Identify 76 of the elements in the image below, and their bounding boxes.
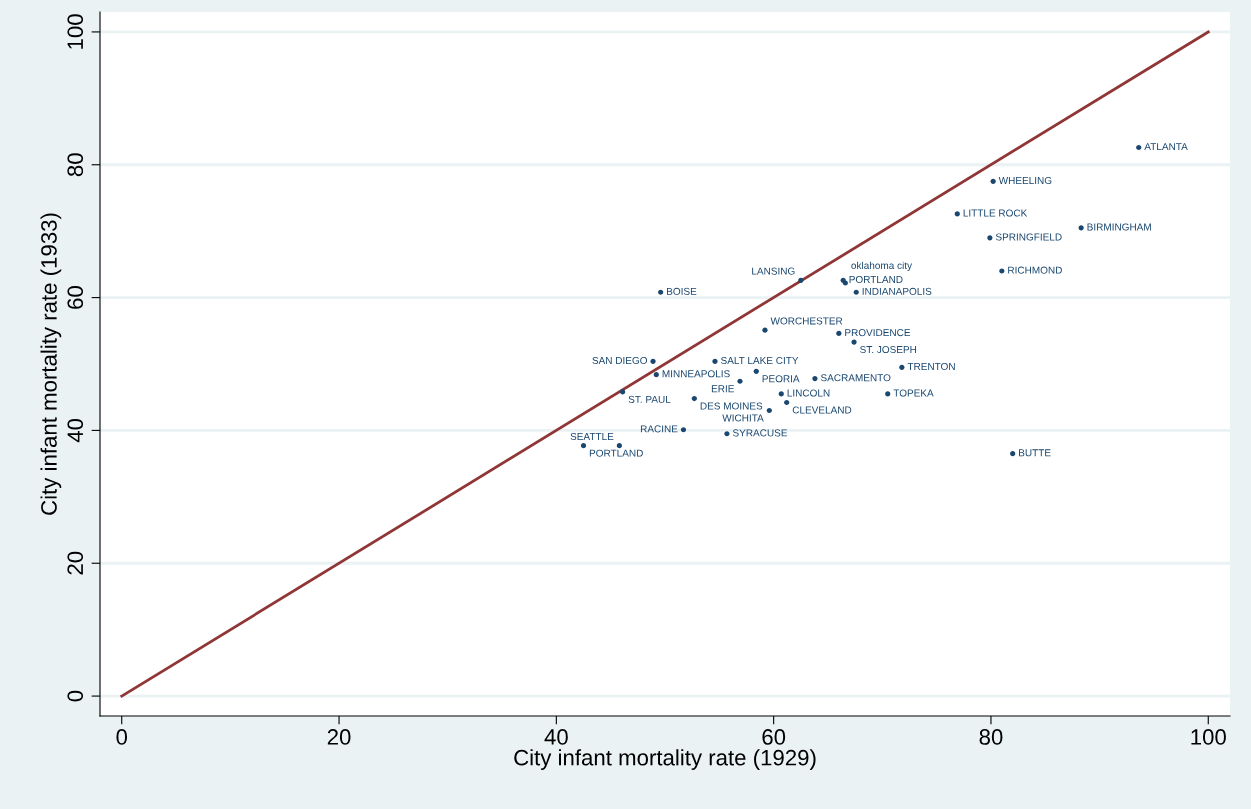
data-label: PORTLAND: [849, 275, 903, 283]
y-tick-label: 0: [67, 690, 84, 702]
data-label: SACRAMENTO: [820, 374, 891, 382]
data-label: ST. JOSEPH: [860, 346, 917, 354]
data-label: SYRACUSE: [732, 429, 788, 437]
x-tick-label: 60: [762, 729, 786, 745]
data-label: WICHITA: [722, 414, 764, 422]
point: [812, 376, 818, 382]
data-label: PEORIA: [762, 375, 800, 383]
y-tick-label: 20: [67, 551, 84, 575]
data-label: TRENTON: [907, 362, 955, 371]
y-axis-title: City infant mortality rate (1933): [40, 213, 62, 515]
point: [616, 443, 622, 449]
data-label: SALT LAKE CITY: [720, 356, 799, 365]
data-label: CLEVELAND: [792, 406, 852, 414]
data-label: SEATTLE: [570, 432, 614, 441]
point: [691, 395, 697, 402]
data-label: oklahoma city: [851, 261, 913, 271]
x-axis-title: City infant mortality rate (1929): [514, 749, 816, 770]
point: [653, 372, 659, 378]
point: [899, 364, 905, 370]
y-tick-label: 80: [67, 153, 84, 177]
data-label: RICHMOND: [1008, 266, 1062, 274]
data-label: INDIANAPOLIS: [862, 287, 932, 295]
point: [658, 289, 664, 295]
x-tick-label: 40: [544, 729, 568, 745]
point: [650, 358, 656, 364]
point: [580, 443, 587, 449]
point: [753, 368, 759, 374]
data-label: WORCHESTER: [770, 317, 843, 325]
point: [620, 389, 626, 395]
data-label: ST. PAUL: [628, 395, 671, 403]
point: [1078, 225, 1084, 231]
y-tick-label: 60: [67, 286, 84, 309]
point: [737, 378, 743, 384]
data-label: ATLANTA: [1144, 143, 1188, 151]
x-tick-label: 0: [116, 729, 128, 745]
point: [851, 339, 857, 345]
data-label: PROVIDENCE: [845, 329, 911, 337]
x-tick-label: 100: [1191, 729, 1226, 745]
data-label: PORTLAND: [589, 449, 643, 457]
point: [990, 178, 996, 184]
y-tick-label: 100: [67, 14, 84, 49]
point: [999, 268, 1005, 274]
data-label: RACINE: [640, 425, 678, 433]
point: [1010, 451, 1016, 457]
data-label: MINNEAPOLIS: [662, 370, 730, 378]
data-label: LANSING: [752, 267, 795, 275]
point: [954, 211, 960, 217]
data-label: BIRMINGHAM: [1087, 223, 1151, 231]
point: [836, 330, 842, 337]
point: [1136, 144, 1142, 151]
point: [885, 391, 891, 397]
point: [987, 235, 993, 241]
point: [680, 427, 687, 433]
point: [712, 358, 718, 364]
data-label: ERIE: [711, 385, 734, 393]
data-label: BUTTE: [1019, 449, 1051, 457]
point: [778, 391, 784, 397]
data-label: LITTLE ROCK: [963, 209, 1028, 217]
x-tick-label: 80: [979, 729, 1003, 745]
data-label: DES MOINES: [700, 402, 763, 410]
data-label: BOISE: [667, 287, 697, 295]
data-label: WHEELING: [998, 176, 1052, 185]
point: [766, 407, 772, 414]
x-tick-label: 20: [327, 729, 351, 745]
point: [784, 399, 790, 406]
point: [724, 431, 730, 437]
point: [762, 327, 768, 333]
data-label: SAN DIEGO: [592, 356, 648, 365]
point: [853, 289, 859, 295]
y-tick-label: 40: [67, 418, 84, 443]
data-label: TOPEKA: [893, 389, 934, 397]
data-label: SPRINGFIELD: [995, 233, 1062, 241]
point: [798, 277, 804, 283]
data-label: LINCOLN: [787, 389, 830, 397]
